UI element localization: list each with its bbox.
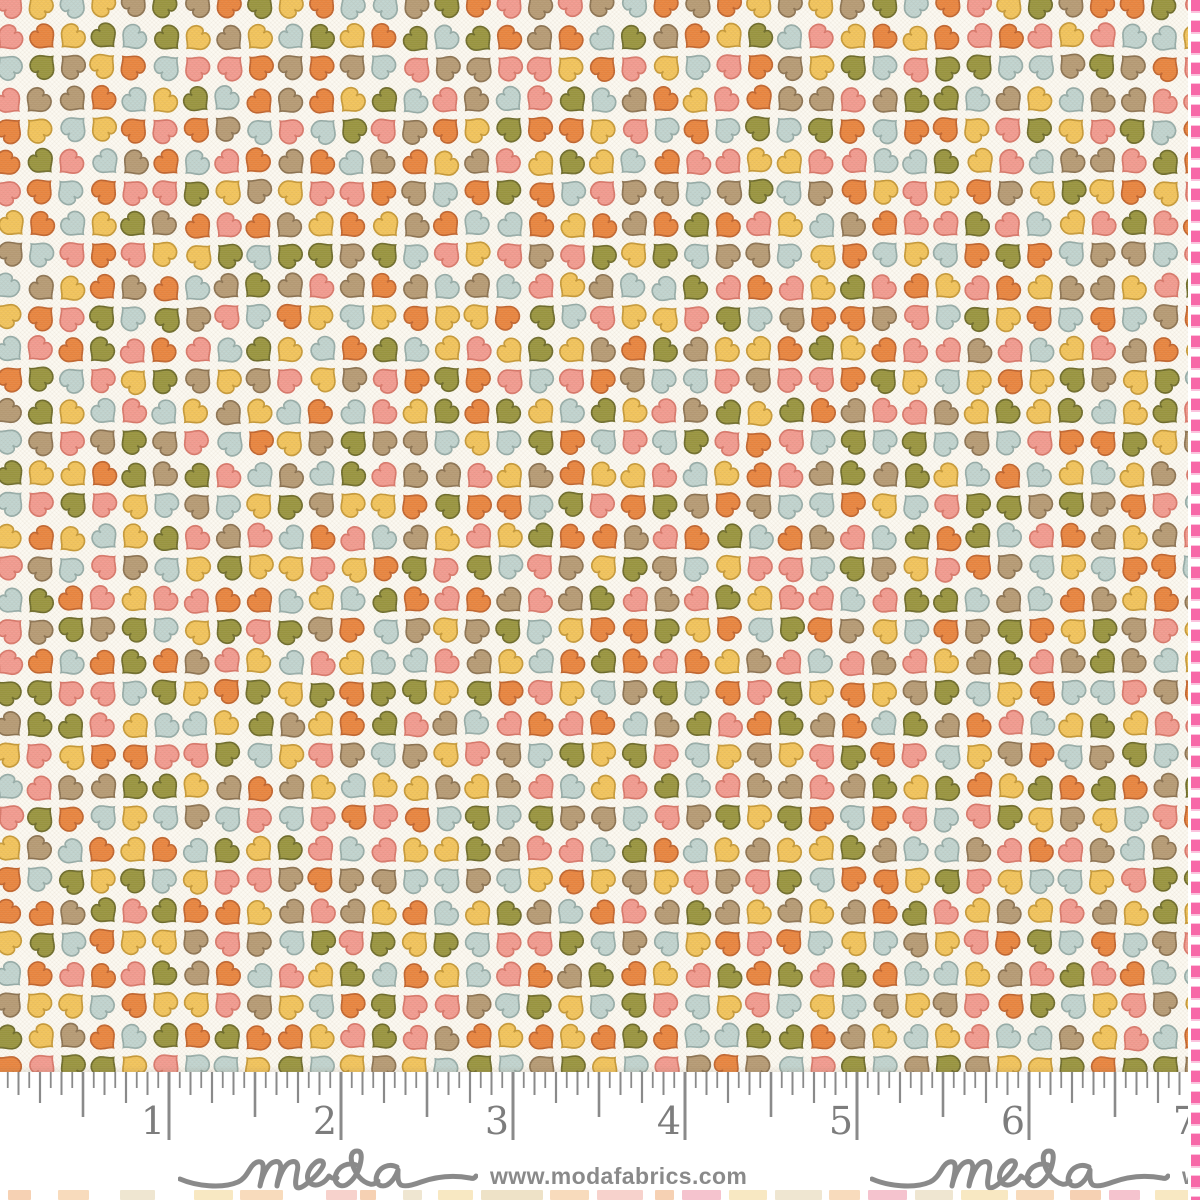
color-chip-strip (0, 1190, 1200, 1200)
selvage-edge (1188, 0, 1200, 1200)
color-chip (961, 1190, 1008, 1200)
color-chip (868, 1190, 907, 1200)
color-chip (729, 1190, 767, 1200)
moda-logo (178, 1148, 478, 1191)
color-chip (655, 1190, 674, 1200)
color-chip (403, 1190, 422, 1200)
color-chip (1016, 1190, 1054, 1200)
color-chip (597, 1190, 643, 1200)
color-chip (915, 1190, 953, 1200)
color-chip (1109, 1190, 1140, 1200)
color-chip (775, 1190, 822, 1200)
color-chip (360, 1190, 376, 1200)
color-chip (1155, 1190, 1194, 1200)
moda-logo (870, 1148, 1170, 1191)
color-chip (58, 1190, 89, 1200)
color-chip (481, 1190, 543, 1200)
fabric-swatch (0, 0, 1200, 1072)
color-chip (1070, 1190, 1101, 1200)
selvage-pink-dashes (1191, 0, 1200, 1200)
ruler-number-1: 1 (140, 1099, 165, 1143)
color-chip (194, 1190, 233, 1200)
ruler-number-2: 2 (312, 1099, 337, 1143)
ruler-number-4: 4 (656, 1099, 681, 1143)
modafabrics-url: www.modafabrics.com (490, 1163, 748, 1189)
color-chip (326, 1190, 357, 1200)
ruler-number-6: 6 (1000, 1099, 1025, 1143)
color-chip (550, 1190, 589, 1200)
heart-clover-pattern (0, 0, 1200, 1072)
ruler-number-5: 5 (828, 1099, 853, 1143)
color-chip (240, 1190, 283, 1200)
color-chip (8, 1190, 31, 1200)
color-chip (682, 1190, 721, 1200)
ruler-number-3: 3 (484, 1099, 509, 1143)
color-chip (829, 1190, 860, 1200)
color-chip (120, 1190, 155, 1200)
color-chip (438, 1190, 473, 1200)
